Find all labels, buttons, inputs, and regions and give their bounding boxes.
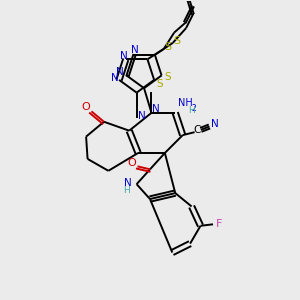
Text: NH: NH (178, 98, 193, 108)
Text: O: O (128, 158, 136, 168)
Text: S: S (157, 80, 164, 89)
Text: 2: 2 (192, 104, 197, 113)
Text: N: N (211, 119, 219, 129)
Text: S: S (164, 41, 171, 52)
Text: H: H (123, 186, 130, 195)
Text: F: F (216, 219, 222, 229)
Text: C: C (193, 125, 200, 135)
Text: N: N (116, 68, 124, 77)
Text: N: N (152, 104, 160, 114)
Text: H: H (188, 106, 195, 115)
Text: N: N (138, 111, 146, 122)
Text: S: S (165, 72, 171, 82)
Text: N: N (111, 74, 119, 83)
Text: O: O (82, 102, 91, 112)
Text: N: N (124, 178, 132, 188)
Text: S: S (173, 37, 180, 46)
Text: N: N (120, 51, 128, 61)
Text: N: N (131, 45, 139, 55)
